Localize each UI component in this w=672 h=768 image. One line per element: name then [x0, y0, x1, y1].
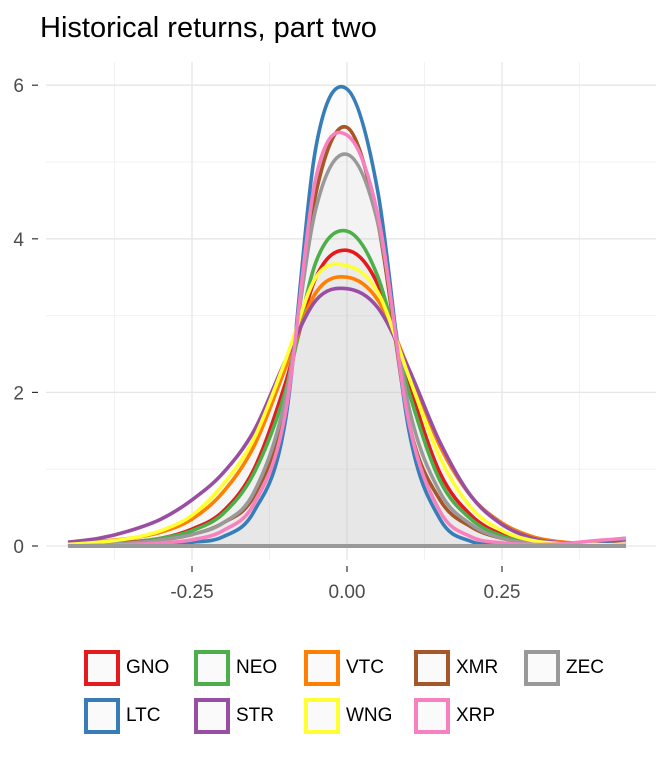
legend-key-xrp: [414, 698, 450, 734]
legend-key-zec: [524, 650, 560, 686]
legend-key-vtc: [304, 650, 340, 686]
density-area-xmr: [68, 126, 626, 546]
legend-label: GNO: [126, 657, 170, 678]
legend-item-zec: ZEC: [524, 646, 634, 690]
legend-label: XRP: [456, 705, 496, 726]
legend-key-gno: [84, 650, 120, 686]
legend-item-str: STR: [194, 694, 304, 738]
density-area-wng: [68, 263, 626, 546]
area-layer: [68, 86, 626, 547]
tick-layer: 0 2 4 6 -0.25 0.00 0.25: [13, 76, 520, 603]
legend-item-neo: NEO: [194, 646, 304, 690]
density-line-zec: [67, 152, 627, 548]
legend-label: WNG: [346, 705, 393, 726]
legend-item-xmr: XMR: [414, 646, 524, 690]
y-tick-label: 4: [13, 230, 24, 251]
density-area-vtc: [68, 276, 626, 546]
legend-key-str: [194, 698, 230, 734]
legend-label: VTC: [346, 657, 384, 678]
legend-item-xrp: XRP: [414, 694, 524, 738]
density-line-wng: [67, 262, 627, 548]
legend-item-gno: GNO: [84, 646, 194, 690]
legend-label: STR: [236, 705, 274, 726]
legend: GNO NEO VTC XMR ZEC LTC STR WNG XRP: [84, 646, 634, 738]
x-tick-label: 0.00: [329, 582, 366, 603]
legend-key-ltc: [84, 698, 120, 734]
density-area-neo: [68, 230, 626, 547]
legend-key-xmr: [414, 650, 450, 686]
y-tick-label: 0: [13, 537, 24, 558]
density-area-ltc: [68, 86, 626, 547]
density-area-xrp: [68, 132, 626, 546]
density-area-gno: [68, 250, 626, 547]
chart-title: Historical returns, part two: [40, 12, 377, 44]
legend-key-neo: [194, 650, 230, 686]
legend-label: ZEC: [566, 657, 604, 678]
density-area-str: [68, 288, 626, 546]
x-tick-label: -0.25: [170, 582, 213, 603]
density-line-str: [67, 286, 627, 545]
x-tick-label: 0.25: [484, 582, 521, 603]
y-tick-label: 6: [13, 76, 24, 97]
legend-item-vtc: VTC: [304, 646, 414, 690]
y-tick-label: 2: [13, 383, 24, 404]
density-area-zec: [68, 154, 626, 546]
legend-label: XMR: [456, 657, 499, 678]
legend-item-ltc: LTC: [84, 694, 194, 738]
legend-label: LTC: [126, 705, 161, 726]
legend-item-wng: WNG: [304, 694, 414, 738]
legend-label: NEO: [236, 657, 278, 678]
legend-key-wng: [304, 698, 340, 734]
